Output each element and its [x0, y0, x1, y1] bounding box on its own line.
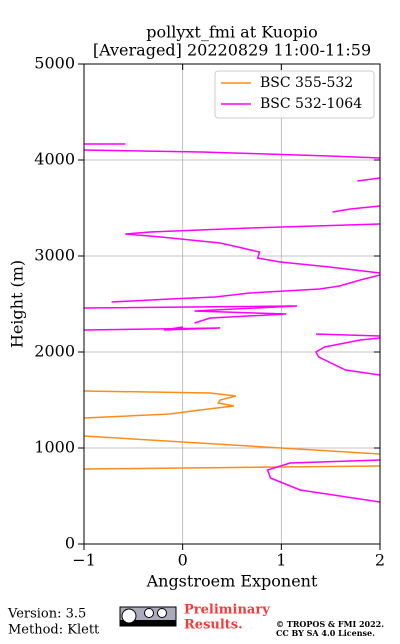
preliminary: Preliminary — [184, 603, 270, 618]
chart-subtitle: [Averaged] 20220829 11:00-11:59 — [93, 41, 371, 60]
legend-label: BSC 355-532 — [260, 75, 353, 91]
x-tick-label: 0 — [178, 551, 188, 570]
y-tick-label: 4000 — [34, 150, 75, 169]
series-line — [84, 390, 380, 470]
y-tick-label: 0 — [65, 534, 75, 553]
x-tick-label: 2 — [375, 551, 385, 570]
x-tick-label: 1 — [276, 551, 286, 570]
plot-frame — [83, 63, 381, 545]
copyright: © TROPOS & FMI 2022. — [276, 619, 384, 629]
y-axis-label: Height (m) — [8, 260, 27, 348]
y-tick-label: 1000 — [34, 438, 75, 457]
y-tick-label: 5000 — [34, 54, 75, 73]
legend-box — [214, 70, 375, 119]
y-tick-label: 2000 — [34, 342, 75, 361]
legend-label: BSC 532-1064 — [260, 96, 362, 112]
method: Method: Klett — [8, 623, 100, 638]
chart-title: pollyxt_fmi at Kuopio — [146, 23, 317, 42]
series-line — [84, 143, 380, 503]
version: Version: 3.5 — [7, 607, 86, 622]
license: CC BY SA 4.0 License. — [276, 628, 375, 638]
y-tick-label: 3000 — [34, 246, 75, 265]
cc-logo — [119, 606, 177, 627]
results: Results. — [184, 618, 243, 633]
x-tick-label: −1 — [72, 551, 96, 570]
x-axis-label: Angstroem Exponent — [146, 572, 318, 591]
plot-lines — [84, 143, 380, 503]
